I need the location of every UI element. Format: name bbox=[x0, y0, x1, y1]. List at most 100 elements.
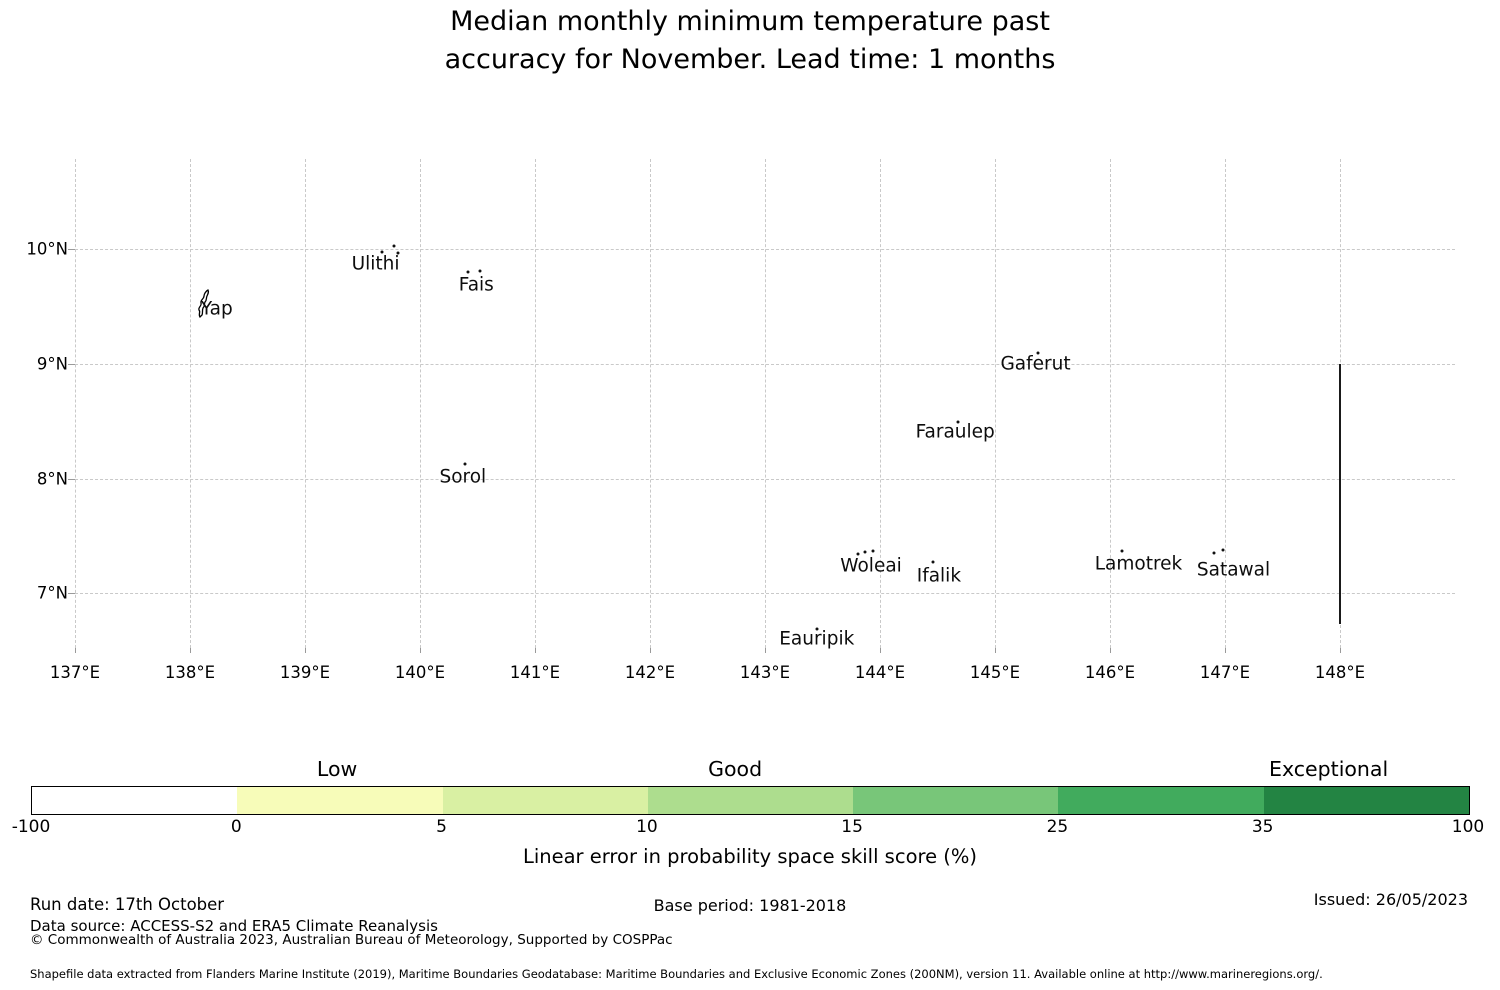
x-tick-label: 138°E bbox=[164, 663, 216, 682]
colorbar-axis-label: Linear error in probability space skill … bbox=[522, 845, 978, 868]
colorbar-segment bbox=[442, 787, 648, 814]
gridline-vertical bbox=[765, 159, 766, 648]
island-label: Faraulep bbox=[915, 421, 995, 443]
gridline-vertical bbox=[420, 159, 421, 648]
y-tick-mark bbox=[68, 363, 75, 365]
island-marker-dot bbox=[871, 549, 875, 553]
y-tick-label: 7°N bbox=[36, 583, 68, 603]
y-tick-mark bbox=[68, 249, 75, 251]
y-tick-label: 9°N bbox=[36, 354, 68, 374]
island-label: Sorol bbox=[439, 466, 487, 488]
maritime-boundary-line bbox=[1339, 363, 1341, 624]
copyright-text: © Commonwealth of Australia 2023, Austra… bbox=[30, 932, 673, 948]
island-label: Gaferut bbox=[1000, 353, 1071, 375]
island-marker-dot bbox=[392, 244, 396, 248]
island-label: Yap bbox=[200, 298, 233, 320]
colorbar-segment bbox=[1058, 787, 1264, 814]
x-tick-mark bbox=[1225, 648, 1226, 653]
island-label: Ulithi bbox=[351, 253, 400, 275]
colorbar-category-label: Good bbox=[708, 757, 763, 781]
x-tick-label: 141°E bbox=[509, 663, 561, 682]
x-tick-mark bbox=[880, 648, 881, 653]
x-tick-label: 148°E bbox=[1314, 663, 1366, 682]
colorbar-tick-label: 100 bbox=[1451, 817, 1485, 837]
y-tick-mark bbox=[68, 593, 75, 595]
island-label: Lamotrek bbox=[1094, 553, 1183, 575]
colorbar-segment bbox=[32, 787, 238, 814]
colorbar-tick-label: 10 bbox=[636, 817, 658, 837]
gridline-vertical bbox=[535, 159, 536, 648]
gridline-vertical bbox=[190, 159, 191, 648]
x-tick-label: 144°E bbox=[854, 663, 906, 682]
colorbar-tick-label: 35 bbox=[1251, 817, 1274, 837]
yap-island-outline bbox=[195, 289, 213, 323]
gridline-horizontal bbox=[75, 593, 1455, 595]
colorbar-segment bbox=[237, 787, 443, 814]
x-tick-label: 143°E bbox=[739, 663, 791, 682]
island-marker-dot bbox=[478, 269, 482, 273]
x-tick-label: 145°E bbox=[969, 663, 1021, 682]
island-marker-dot bbox=[396, 251, 400, 255]
x-tick-mark bbox=[75, 648, 76, 653]
island-marker-dot bbox=[1212, 551, 1215, 555]
colorbar-category-label: Exceptional bbox=[1269, 757, 1389, 781]
island-marker-dot bbox=[931, 560, 935, 564]
chart-title-line1: Median monthly minimum temperature past bbox=[450, 6, 1050, 37]
island-label: Fais bbox=[458, 274, 494, 296]
run-date-text: Run date: 17th October bbox=[30, 895, 225, 914]
x-tick-label: 147°E bbox=[1199, 663, 1251, 682]
colorbar-tick-label: 25 bbox=[1046, 817, 1069, 837]
x-tick-mark bbox=[190, 648, 191, 653]
x-tick-mark bbox=[650, 648, 651, 653]
colorbar-segment bbox=[1263, 787, 1469, 814]
island-label: Satawal bbox=[1196, 559, 1271, 581]
gridline-horizontal bbox=[75, 363, 1455, 365]
island-marker-dot bbox=[463, 462, 467, 466]
island-marker-dot bbox=[1221, 548, 1224, 552]
island-marker-dot bbox=[1120, 549, 1123, 553]
x-tick-mark bbox=[420, 648, 421, 653]
base-period-text: Base period: 1981-2018 bbox=[653, 896, 847, 915]
x-tick-mark bbox=[765, 648, 766, 653]
x-tick-label: 140°E bbox=[394, 663, 446, 682]
gridline-vertical bbox=[305, 159, 306, 648]
shapefile-note-text: Shapefile data extracted from Flanders M… bbox=[30, 967, 1323, 981]
gridline-vertical bbox=[880, 159, 881, 648]
x-tick-label: 137°E bbox=[49, 663, 101, 682]
colorbar-tick-label: -100 bbox=[11, 817, 51, 837]
colorbar-segment bbox=[853, 787, 1059, 814]
island-marker-dot bbox=[380, 250, 384, 254]
island-marker-dot bbox=[956, 420, 960, 424]
x-tick-mark bbox=[535, 648, 536, 653]
data-source-text: Data source: ACCESS-S2 and ERA5 Climate … bbox=[30, 917, 438, 935]
colorbar-segment bbox=[647, 787, 854, 814]
issued-date-text: Issued: 26/05/2023 bbox=[1313, 890, 1468, 909]
island-marker-dot bbox=[466, 270, 470, 274]
island-label: Woleai bbox=[840, 555, 902, 577]
y-tick-label: 8°N bbox=[36, 469, 68, 488]
x-tick-label: 139°E bbox=[279, 663, 331, 682]
x-tick-mark bbox=[305, 648, 306, 653]
map-plot-area bbox=[75, 159, 1455, 648]
colorbar-tick-label: 0 bbox=[230, 817, 242, 837]
x-tick-mark bbox=[1340, 648, 1341, 653]
island-marker-dot bbox=[863, 550, 867, 554]
x-tick-label: 142°E bbox=[624, 663, 676, 682]
x-tick-label: 146°E bbox=[1084, 663, 1136, 682]
island-marker-dot bbox=[815, 627, 819, 631]
island-marker-dot bbox=[1036, 351, 1040, 355]
y-tick-mark bbox=[68, 478, 75, 480]
chart-title-line2: accuracy for November. Lead time: 1 mont… bbox=[444, 44, 1056, 75]
colorbar-tick-label: 15 bbox=[841, 817, 863, 837]
colorbar-tick-label: 5 bbox=[436, 817, 447, 837]
gridline-horizontal bbox=[75, 249, 1455, 251]
gridline-vertical bbox=[995, 159, 996, 648]
chart-title: Median monthly minimum temperature past … bbox=[0, 3, 1500, 79]
island-marker-dot bbox=[856, 552, 860, 556]
colorbar-category-label: Low bbox=[316, 757, 358, 781]
colorbar bbox=[31, 786, 1470, 815]
island-label: Ifalik bbox=[916, 565, 962, 587]
x-tick-mark bbox=[1110, 648, 1111, 653]
island-label: Eauripik bbox=[779, 628, 855, 650]
